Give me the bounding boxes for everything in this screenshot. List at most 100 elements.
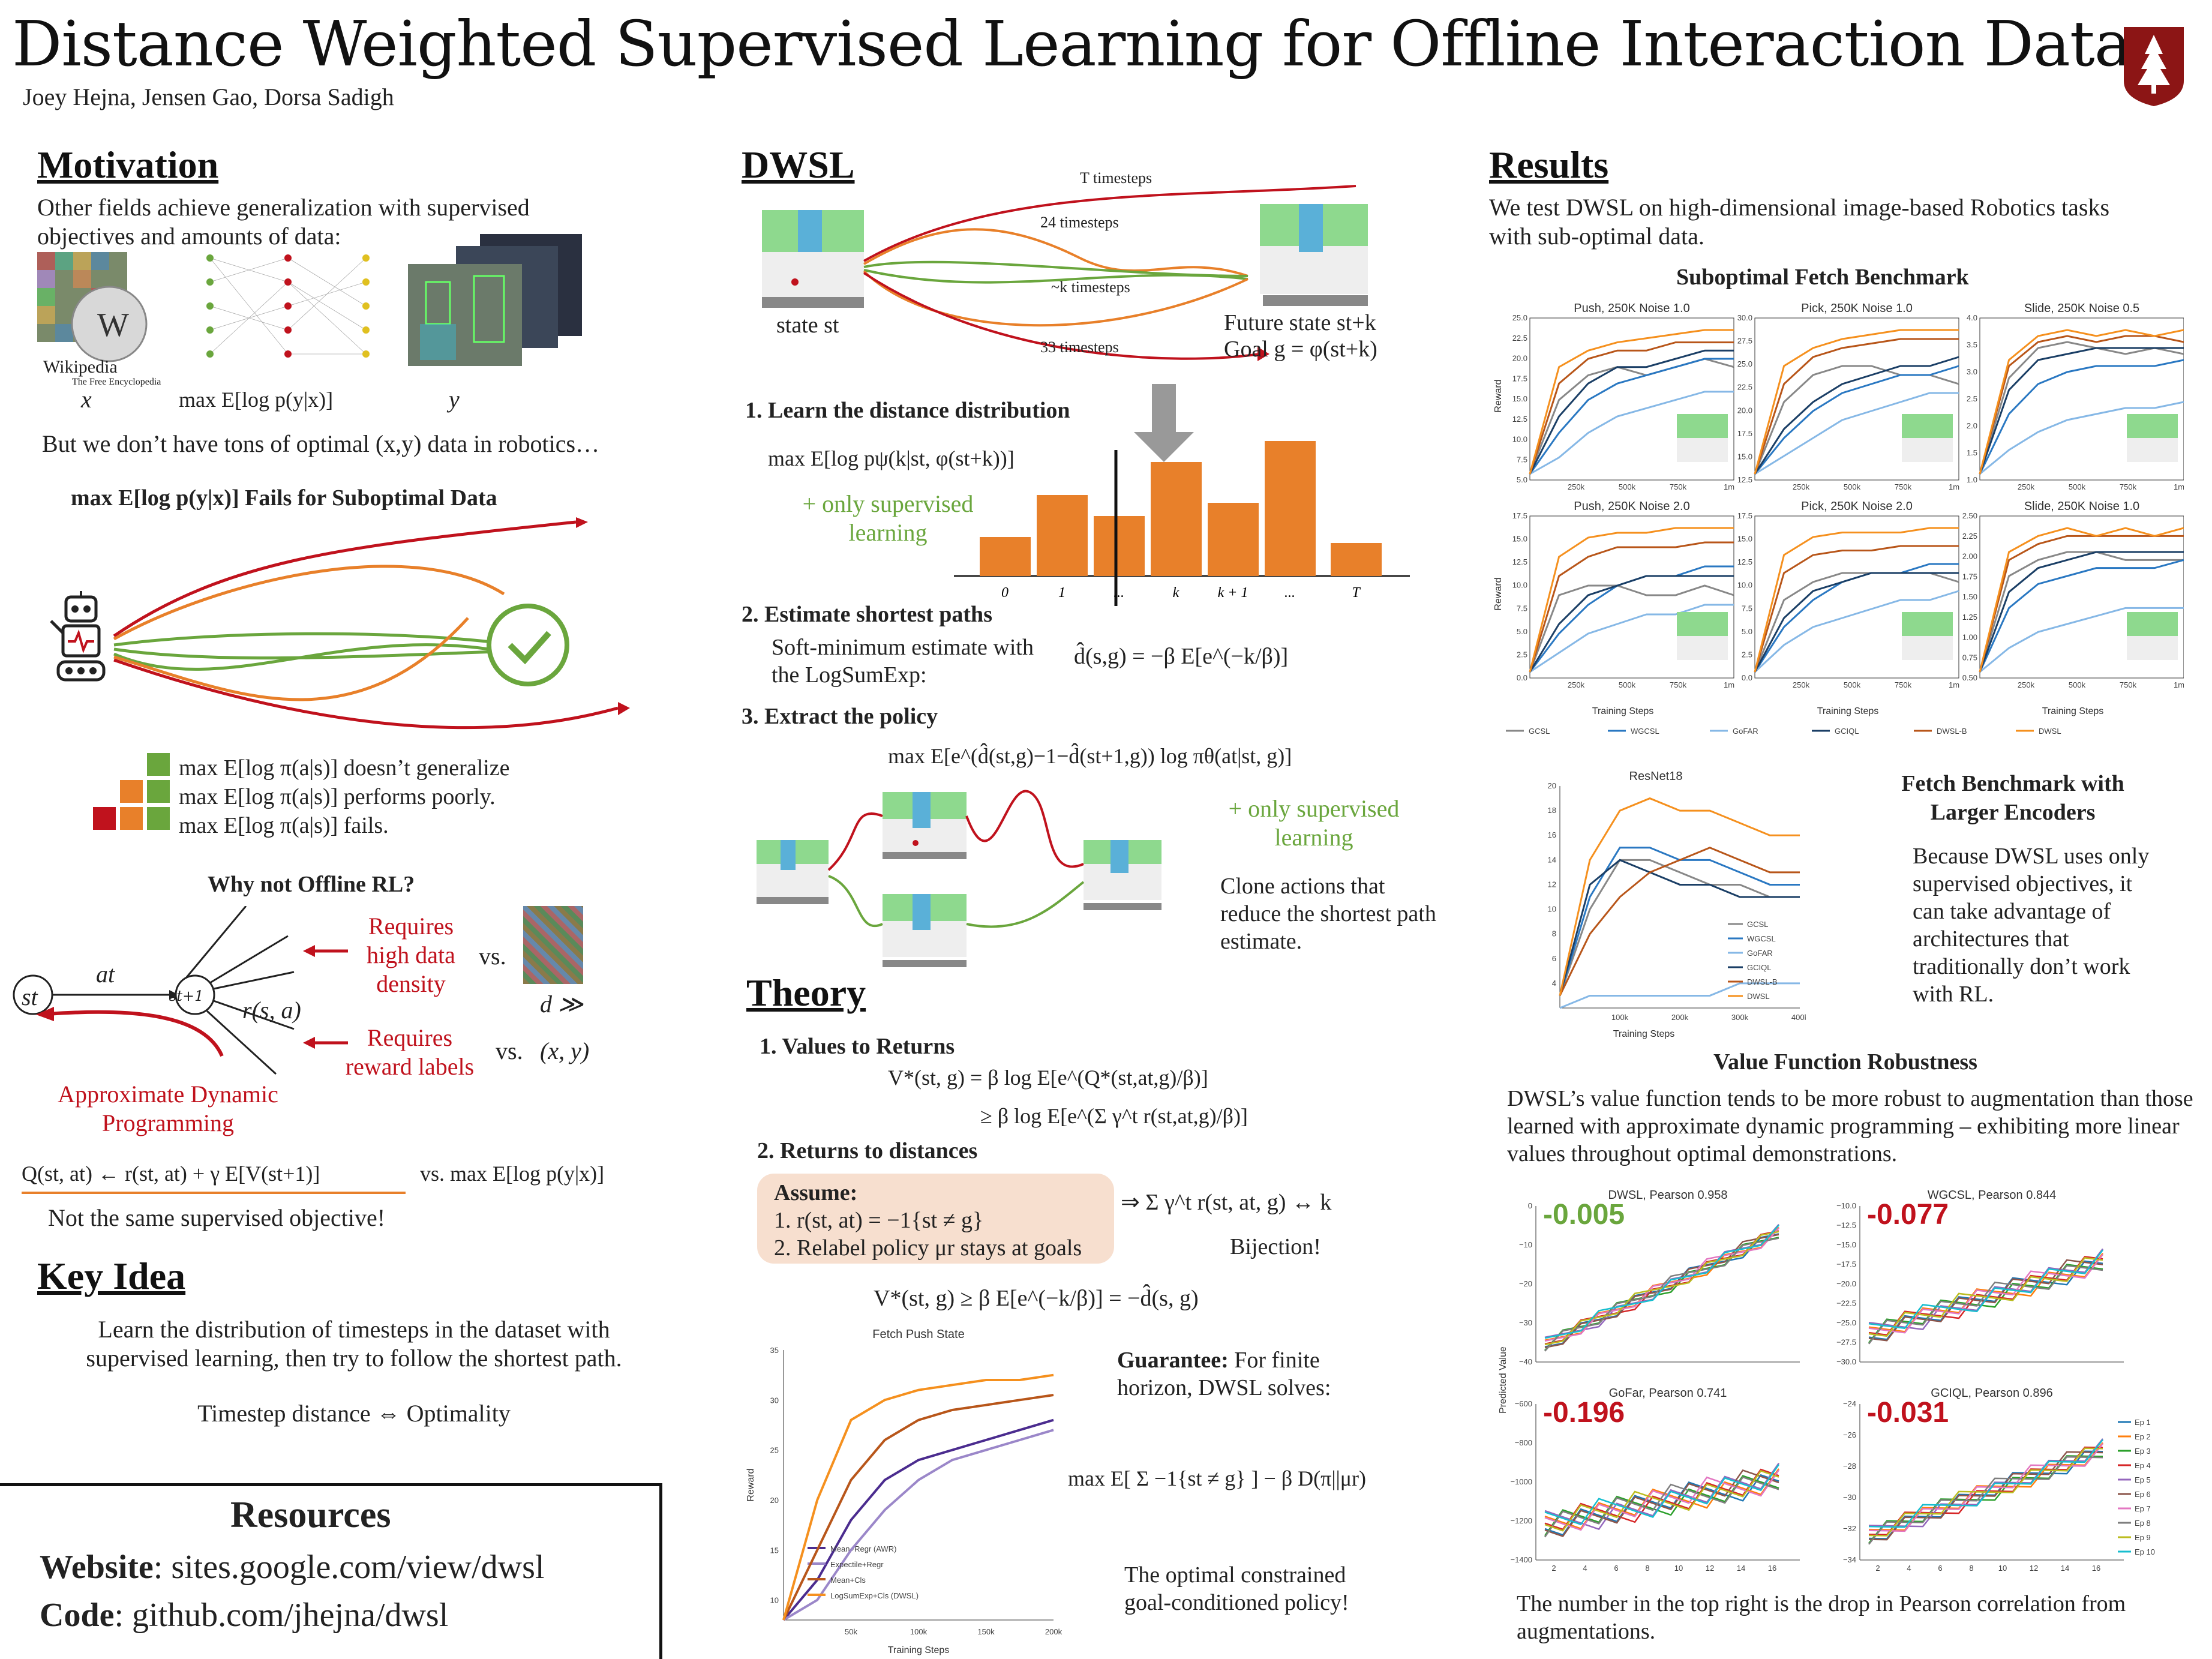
x-tick-label: 50k (845, 1627, 857, 1636)
step1-heading: 1. Learn the distance distribution (745, 398, 1070, 423)
y-tick-label: 7.5 (1517, 604, 1527, 613)
y-tick-label: −10 (1519, 1240, 1532, 1249)
episode-line (1868, 1256, 2103, 1336)
y-tick-label: 15 (770, 1546, 779, 1555)
y-tick-label: 22.5 (1737, 383, 1752, 392)
encoder-title: Fetch Benchmark with Larger Encoders (1901, 771, 2124, 825)
x-tick-label: 750k (1670, 680, 1687, 689)
series-line (1754, 329, 1959, 475)
env-thumbnail-floor (1677, 438, 1728, 462)
only-supervised-2: + only supervised learning (1228, 795, 1400, 851)
env-thumbnail-floor (1902, 438, 1953, 462)
y-tick-label: 10 (1548, 905, 1556, 914)
series-line (1529, 391, 1734, 475)
legend-entry: Mean+Cls (830, 1576, 866, 1585)
x-tick-label: 16 (1768, 1564, 1776, 1573)
detection-image-stack (408, 234, 588, 372)
x-tick-label: 300k (1731, 1013, 1749, 1022)
series-line (1529, 584, 1734, 673)
offline-rl-heading: Why not Offline RL? (208, 872, 415, 897)
x-tick-label: 250k (2018, 680, 2035, 689)
step1-equation: max E[log pψ(k|st, φ(st+k))] (768, 446, 1015, 470)
y-tick-label: 0 (1528, 1201, 1532, 1210)
dwsl-trajectories-diagram (756, 162, 1416, 384)
vs-2: vs. (496, 1037, 523, 1064)
series-line (1979, 335, 2184, 475)
wikipedia-logo: W Wikipedia The Free Encyclopedia (37, 252, 161, 387)
fetch-push-state-chart: Fetch Push State 10 15 20 25 30 35 50k 100k 150k 2… (742, 1320, 1066, 1659)
results-intro: We test DWSL on high-dimensional image-b… (1489, 194, 2110, 250)
y-tick-label: 22.5 (1512, 334, 1527, 343)
y-tick-label: 6 (1552, 954, 1556, 963)
label-t-timesteps: T timesteps (1080, 169, 1152, 187)
panel-title: Push, 250K Noise 1.0 (1574, 302, 1689, 315)
requires-reward: Requires reward labels (345, 1024, 475, 1080)
label-24-timesteps: 24 timesteps (1040, 214, 1119, 231)
y-tick-label: 10.0 (1512, 581, 1527, 590)
fails-title: max E[log p(y|x)] Fails for Suboptimal D… (71, 485, 497, 511)
y-tick-label: 25.0 (1512, 313, 1527, 322)
episode-line (1868, 1443, 2103, 1532)
robot-icon (45, 591, 117, 687)
website-link[interactable]: : sites.google.com/view/dwsl (153, 1549, 545, 1586)
episode-line (1544, 1476, 1779, 1538)
legend-entry: DWSL-B (1937, 727, 1967, 736)
x-tick-label: 12 (2030, 1564, 2038, 1573)
assume-label: Assume: (774, 1180, 858, 1205)
panel-title: GCIQL, Pearson 0.896 (1931, 1387, 2052, 1400)
assumption-box (757, 1174, 1114, 1264)
motivation-heading: Motivation (37, 143, 219, 186)
x-tick-label: 500k (1619, 680, 1636, 689)
resources-heading: Resources (230, 1495, 391, 1535)
series-line (782, 1373, 1054, 1621)
x-tick-label: 500k (1844, 482, 1861, 491)
y-tick-label: 2.5 (1967, 394, 1977, 403)
x-axis-label: Training Steps (888, 1645, 950, 1655)
y-tick-label: −30 (1519, 1318, 1532, 1327)
x-tick-label: 4 (1907, 1564, 1911, 1573)
episode-line (1544, 1231, 1779, 1346)
label-future-state: Future state st+k (1224, 310, 1376, 335)
panel-title: Push, 250K Noise 2.0 (1574, 500, 1689, 513)
code-link[interactable]: : github.com/jhejna/dwsl (114, 1597, 449, 1634)
y-tick-label: 17.5 (1512, 511, 1527, 520)
y-tick-label: 18 (1548, 806, 1556, 815)
x-tick-label: 250k (1793, 482, 1810, 491)
y-tick-label: 10 (770, 1596, 779, 1605)
x-tick-label: 250k (2018, 482, 2035, 491)
y-tick-label: 2.50 (1962, 511, 1977, 520)
bellman-equation: Q(st, at) ← r(st, at) + γ E[V(st+1)] (22, 1162, 320, 1186)
y-tick-label: 3.5 (1967, 340, 1977, 349)
env-thumbnail-floor (1902, 636, 1953, 660)
step3-equation: max E[e^(d̂(st,g)−1−d̂(st+1,g)) log πθ(a… (888, 744, 1292, 768)
episode-line (1868, 1447, 2103, 1537)
panel-title: Pick, 250K Noise 2.0 (1801, 500, 1913, 513)
vs-1: vs. (479, 943, 506, 970)
panel-title: WGCSL, Pearson 0.844 (1928, 1189, 2057, 1202)
y-tick-label: 15.0 (1737, 452, 1752, 461)
x-tick-label: 150k (977, 1627, 995, 1636)
legend-entry: Expectile+Regr (830, 1560, 884, 1569)
suboptimal-fetch-charts: Push, 250K Noise 1.0 5.0 7.5 10.0 12.5 15.0 17… (1493, 300, 2184, 744)
optimal-policy-text: The optimal constrained goal-conditioned… (1124, 1562, 1349, 1615)
episode-line (1544, 1227, 1779, 1342)
y-tick-label: 12.5 (1512, 557, 1527, 566)
series-line (1754, 365, 1959, 475)
x-axis-label: Training Steps (1817, 706, 1879, 716)
y-tick-label: 12 (1548, 880, 1556, 889)
requires-density: Requires high data density (367, 913, 455, 997)
x-axis-label: Training Steps (1592, 706, 1654, 716)
clone-text: Clone actions that reduce the shortest p… (1220, 874, 1436, 954)
series-line (1979, 329, 2184, 475)
episode-line (1868, 1259, 2103, 1342)
y-tick-label: 17.5 (1737, 429, 1752, 438)
vfr-title: Value Function Robustness (1713, 1049, 1977, 1075)
legend-entry: WGCSL (1747, 934, 1776, 943)
approx-dp-label: Approximate Dynamic Programming (58, 1081, 278, 1136)
d-gg: d ≫ (540, 991, 583, 1018)
legend-entry: GCIQL (1835, 727, 1859, 736)
x-tick-label: 14 (1737, 1564, 1745, 1573)
step3-heading: 3. Extract the policy (742, 704, 938, 729)
y-tick-label: −24 (1843, 1399, 1856, 1408)
series-line (1529, 329, 1734, 475)
